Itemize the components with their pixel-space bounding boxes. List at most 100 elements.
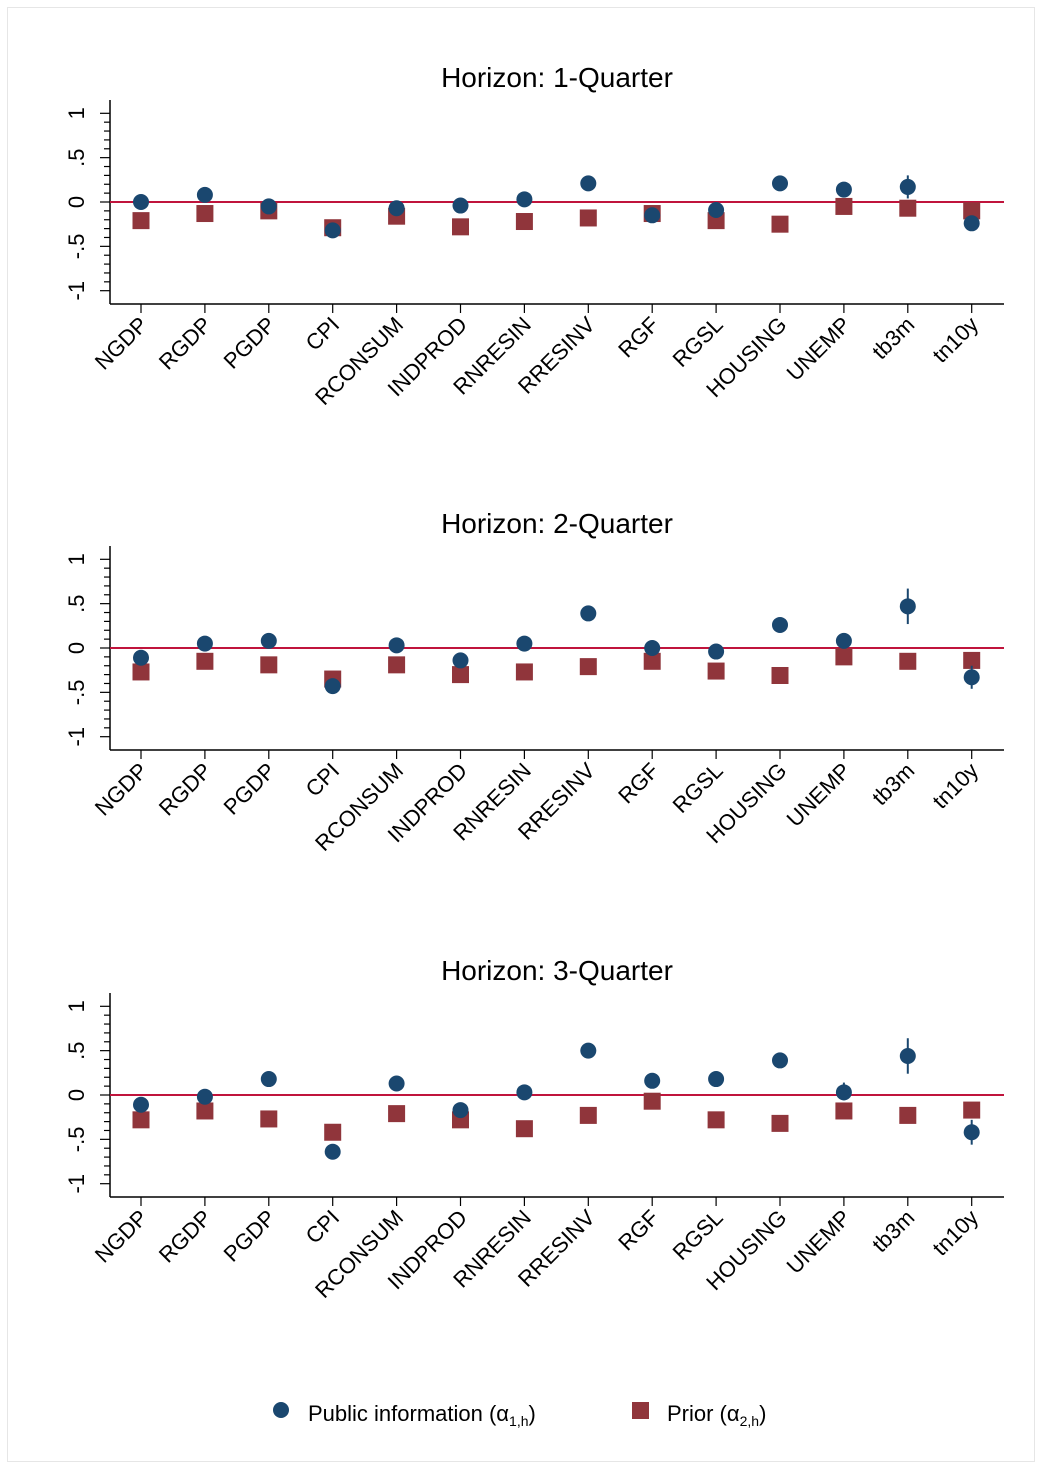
x-category-label: RGDP: [154, 758, 217, 821]
y-tick-label: -1: [64, 281, 89, 301]
public-info-marker: [963, 215, 980, 232]
legend-public-marker: [273, 1402, 289, 1418]
public-info-marker: [963, 1124, 980, 1141]
prior-marker: [835, 1102, 853, 1120]
public-info-marker: [324, 678, 341, 695]
prior-marker: [643, 652, 661, 670]
public-info-marker: [644, 1072, 661, 1089]
x-category-label: RGF: [613, 758, 664, 809]
y-tick-label: 0: [64, 642, 89, 654]
public-info-marker: [899, 178, 916, 195]
x-category-label: RGDP: [154, 1205, 217, 1268]
x-category-label: PGDP: [219, 758, 281, 820]
public-info-marker: [516, 191, 533, 208]
public-info-marker: [899, 1047, 916, 1064]
y-tick-label: -.5: [64, 234, 89, 260]
public-info-marker: [260, 1071, 277, 1088]
y-tick-label: .5: [64, 1041, 89, 1059]
public-info-marker: [133, 194, 149, 210]
prior-marker: [388, 656, 406, 674]
x-category-label: tb3m: [867, 312, 919, 364]
public-info-marker: [835, 632, 852, 649]
prior-marker: [771, 1114, 789, 1132]
public-info-marker: [452, 197, 469, 214]
prior-marker: [196, 205, 214, 223]
x-category-label: RGSL: [668, 1205, 728, 1265]
panel-title: Horizon: 2-Quarter: [441, 508, 673, 539]
public-info-marker: [260, 632, 277, 649]
legend-public-label: Public information (α1,h): [308, 1401, 536, 1429]
prior-marker: [899, 199, 917, 217]
x-category-label: RGSL: [668, 312, 728, 372]
panel-title: Horizon: 1-Quarter: [441, 62, 673, 93]
public-info-marker: [772, 1052, 788, 1069]
public-info-marker: [196, 186, 213, 203]
prior-marker: [579, 1106, 597, 1124]
y-tick-label: .5: [64, 594, 89, 612]
x-category-label: NGDP: [90, 758, 153, 821]
public-info-marker: [516, 635, 533, 652]
prior-marker: [324, 1123, 342, 1141]
x-category-label: tn10y: [927, 312, 983, 368]
prior-marker: [771, 215, 789, 233]
public-info-marker: [708, 201, 725, 218]
x-category-label: PGDP: [219, 1205, 281, 1267]
public-info-marker: [580, 175, 597, 192]
prior-marker: [196, 1102, 214, 1120]
prior-marker: [963, 202, 981, 220]
prior-marker: [452, 218, 469, 236]
x-category-label: UNEMP: [782, 312, 856, 386]
public-info-marker: [452, 652, 469, 669]
public-info-marker: [133, 649, 149, 666]
x-category-label: RGSL: [668, 758, 728, 818]
x-category-label: NGDP: [90, 1205, 153, 1268]
prior-marker: [515, 663, 533, 681]
y-tick-label: .5: [64, 148, 89, 166]
public-info-marker: [644, 207, 661, 224]
x-category-label: RGDP: [154, 312, 217, 375]
prior-marker: [260, 656, 278, 674]
y-tick-label: -1: [64, 1174, 89, 1194]
x-category-label: tn10y: [927, 758, 983, 814]
prior-marker: [771, 666, 789, 684]
y-tick-label: -.5: [64, 680, 89, 706]
public-info-marker: [133, 1096, 149, 1113]
public-info-marker: [388, 1075, 405, 1092]
public-info-marker: [644, 640, 661, 656]
x-category-label: CPI: [301, 758, 345, 802]
prior-marker: [579, 209, 597, 227]
public-info-marker: [452, 1102, 469, 1119]
prior-marker: [899, 1106, 917, 1124]
y-tick-label: 0: [64, 196, 89, 208]
public-info-marker: [708, 1071, 725, 1088]
public-info-marker: [835, 1084, 852, 1101]
prior-marker: [388, 1105, 406, 1123]
prior-marker: [963, 1101, 981, 1119]
public-info-marker: [963, 669, 980, 686]
x-category-label: CPI: [301, 1205, 345, 1249]
public-info-marker: [899, 598, 916, 615]
prior-marker: [260, 1110, 278, 1128]
x-category-label: tn10y: [927, 1205, 983, 1261]
prior-marker: [963, 651, 981, 669]
prior-marker: [132, 1111, 150, 1129]
prior-marker: [132, 663, 150, 681]
prior-marker: [452, 666, 469, 684]
x-category-label: PGDP: [219, 312, 281, 374]
public-info-marker: [772, 616, 788, 633]
y-tick-label: 1: [64, 553, 89, 565]
public-info-marker: [580, 605, 597, 622]
prior-marker: [707, 662, 725, 680]
prior-marker: [835, 648, 853, 666]
public-info-marker: [580, 1042, 597, 1059]
public-info-marker: [196, 1088, 213, 1105]
prior-marker: [196, 652, 214, 670]
prior-marker: [643, 1092, 661, 1110]
prior-marker: [515, 213, 533, 231]
public-info-marker: [835, 181, 852, 198]
legend: Public information (α1,h) Prior (α2,h): [273, 1401, 766, 1429]
legend-prior-label: Prior (α2,h): [667, 1401, 766, 1429]
y-tick-label: -1: [64, 727, 89, 747]
